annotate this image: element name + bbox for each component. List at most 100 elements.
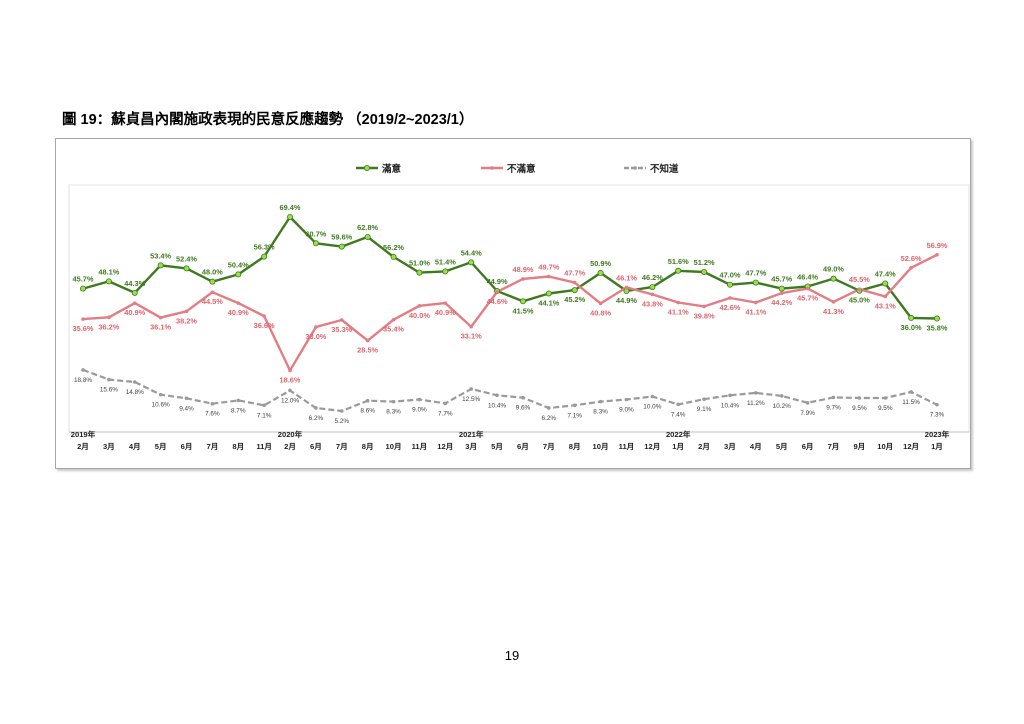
data-label: 15.6% [100,387,118,394]
data-label: 7.9% [800,410,815,417]
data-point-marker [469,387,473,391]
x-tick-label: 10月 [386,442,402,451]
data-point-marker [132,301,137,305]
data-point-marker [417,397,422,402]
data-point-marker [830,275,837,282]
data-label: 48.0% [202,268,223,277]
x-tick-label: 5月 [491,442,503,451]
data-label: 36.1% [150,323,171,332]
data-label: 45.7% [73,275,94,284]
data-label: 45.2% [564,295,585,304]
data-point-marker [701,268,708,275]
data-point-marker [287,214,294,221]
data-point-marker [831,300,836,304]
data-label: 45.7% [771,275,792,284]
data-point-marker [728,296,732,300]
data-point-marker [443,301,448,305]
data-label: 36.0% [901,323,922,332]
data-label: 35.4% [383,325,404,334]
data-point-marker [883,294,888,299]
data-label: 8.3% [386,409,401,416]
data-point-marker [805,286,810,291]
data-point-marker [262,314,266,318]
data-point-marker [649,284,656,291]
data-point-marker [81,368,85,372]
series-lines [82,215,938,413]
series-line-1 [82,253,938,372]
data-point-marker [131,289,138,296]
data-point-marker [338,243,345,250]
x-year-label: 2022年 [666,429,691,439]
x-tick-label: 12月 [644,442,660,451]
data-label: 7.1% [567,412,582,419]
data-point-marker [261,253,268,260]
data-point-marker [598,301,603,306]
x-year-label: 2021年 [459,429,484,439]
data-point-marker [728,393,732,398]
x-tick-label: 6月 [181,442,193,451]
legend-swatch-marker [633,166,637,170]
data-point-marker [598,399,603,404]
data-point-marker [831,395,836,400]
data-label: 9.5% [852,405,867,412]
data-label: 33.0% [305,332,326,341]
data-point-marker [521,277,525,281]
data-label: 44.6% [487,297,508,306]
data-point-marker [132,380,137,384]
data-label: 35.6% [73,324,94,333]
data-point-marker [391,399,396,404]
data-point-marker [935,252,939,257]
x-tick-label: 3月 [103,442,115,451]
data-point-marker [288,368,292,373]
data-label: 46.2% [642,273,663,282]
data-point-marker [495,290,499,294]
data-point-marker [79,285,86,292]
data-point-marker [288,388,292,393]
data-label: 69.4% [280,203,301,212]
data-label: 10.0% [643,403,661,410]
data-label: 40.8% [590,308,611,317]
data-label: 11.2% [747,400,765,407]
data-point-marker [908,314,915,321]
x-tick-label: 1月 [931,442,943,451]
x-tick-label: 6月 [802,442,814,451]
data-point-marker [726,281,733,288]
data-point-marker [571,287,578,294]
data-label: 7.4% [671,411,686,418]
x-tick-label: 10月 [877,442,893,451]
x-tick-label: 7月 [543,442,555,451]
data-point-marker [365,398,370,403]
data-point-marker [754,300,758,305]
data-point-marker [572,280,577,285]
data-point-marker [314,406,318,410]
x-tick-label: 4月 [129,442,141,451]
data-label: 6.2% [542,415,557,422]
data-label: 11.5% [902,399,920,406]
x-tick-label: 11月 [412,442,428,451]
data-label: 51.0% [409,259,430,268]
data-point-marker [702,304,706,309]
data-label: 41.1% [668,308,689,317]
data-label: 35.3% [331,325,352,334]
data-point-marker [443,401,448,406]
data-label: 7.6% [205,411,220,418]
x-tick-label: 6月 [517,442,529,451]
data-label: 47.4% [875,269,896,278]
data-label: 10.6% [152,402,170,409]
data-point-marker [778,285,785,292]
data-point-marker [519,298,526,305]
x-tick-label: 12月 [437,442,453,451]
x-axis: 2月 3月 4月 5月 6月 7月 8月 11月 2月 6月 7月 8月 10月 11月 12月 3月 5月 6月… [69,429,969,451]
legend-label: 不滿意 [507,163,536,175]
data-point-marker [312,240,319,247]
series-markers [79,214,941,413]
data-point-marker [81,317,85,321]
x-tick-label: 3月 [465,442,477,451]
data-label: 53.4% [150,251,171,260]
data-label: 33.1% [461,332,482,341]
figure-title: 圖 19：蘇貞昌內閣施政表現的民意反應趨勢 （2019/2~2023/1） [62,112,474,128]
data-point-marker [650,292,655,297]
data-label: 56.3% [254,243,275,252]
legend-label: 不知道 [650,163,679,175]
data-label: 39.8% [694,311,715,320]
